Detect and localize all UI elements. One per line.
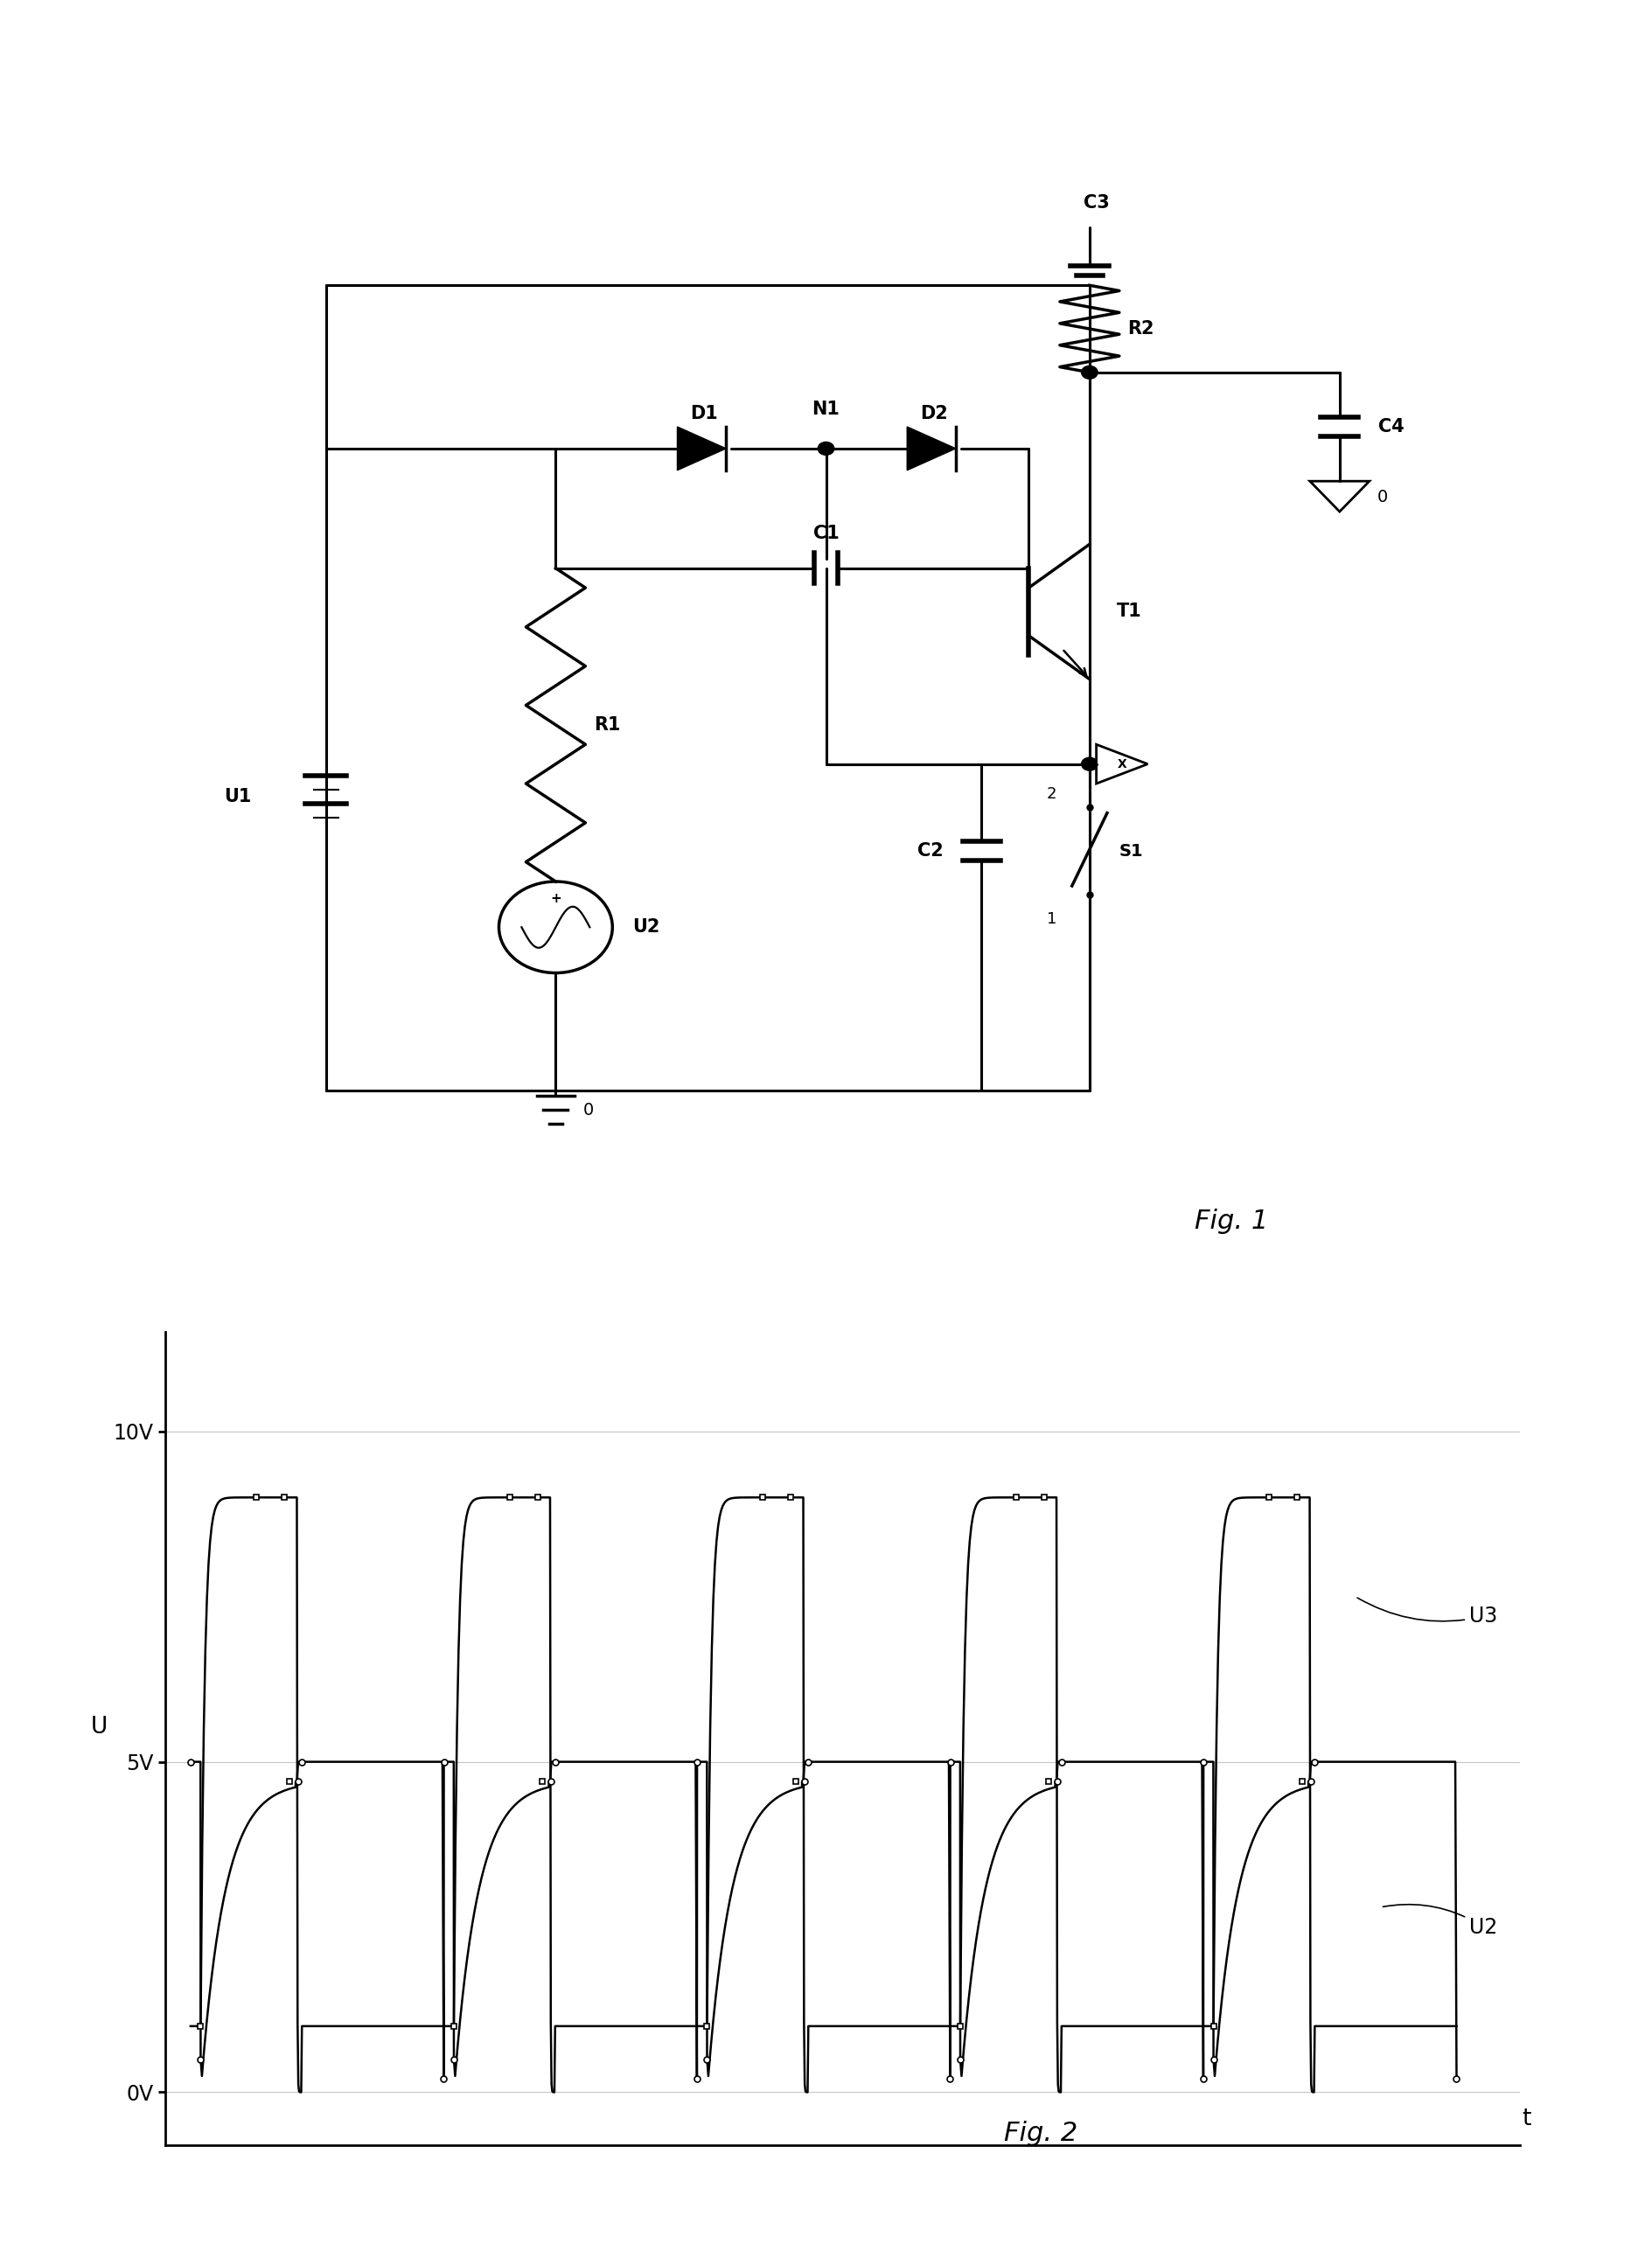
Polygon shape	[677, 427, 725, 470]
Text: X: X	[1117, 759, 1127, 770]
Text: R2: R2	[1128, 321, 1155, 339]
Text: D2: D2	[920, 404, 948, 422]
Text: D1: D1	[691, 404, 719, 422]
Text: R1: R1	[593, 716, 621, 734]
Text: U2: U2	[1383, 1903, 1497, 1937]
Text: N1: N1	[813, 400, 839, 418]
Text: Fig. 2: Fig. 2	[1004, 2120, 1077, 2147]
Text: U1: U1	[225, 788, 251, 806]
Text: t: t	[1521, 2107, 1531, 2129]
Text: 1: 1	[1047, 910, 1057, 926]
Text: C4: C4	[1378, 418, 1404, 436]
Text: T1: T1	[1117, 603, 1142, 621]
Circle shape	[818, 443, 834, 456]
Text: 0: 0	[1378, 490, 1388, 506]
Y-axis label: U: U	[91, 1716, 107, 1739]
Circle shape	[1082, 366, 1097, 379]
Text: +: +	[550, 892, 562, 905]
Polygon shape	[1310, 481, 1370, 513]
Polygon shape	[1097, 745, 1148, 784]
Text: C1: C1	[813, 524, 839, 542]
Text: U2: U2	[633, 919, 661, 937]
Text: C3: C3	[1084, 194, 1110, 212]
Text: Fig. 1: Fig. 1	[1194, 1208, 1269, 1233]
Text: 2: 2	[1047, 786, 1057, 802]
Circle shape	[1082, 756, 1097, 770]
Text: C2: C2	[917, 842, 943, 860]
Text: 0: 0	[583, 1102, 593, 1118]
Text: U3: U3	[1358, 1599, 1497, 1628]
Polygon shape	[907, 427, 957, 470]
Text: S1: S1	[1120, 842, 1143, 860]
